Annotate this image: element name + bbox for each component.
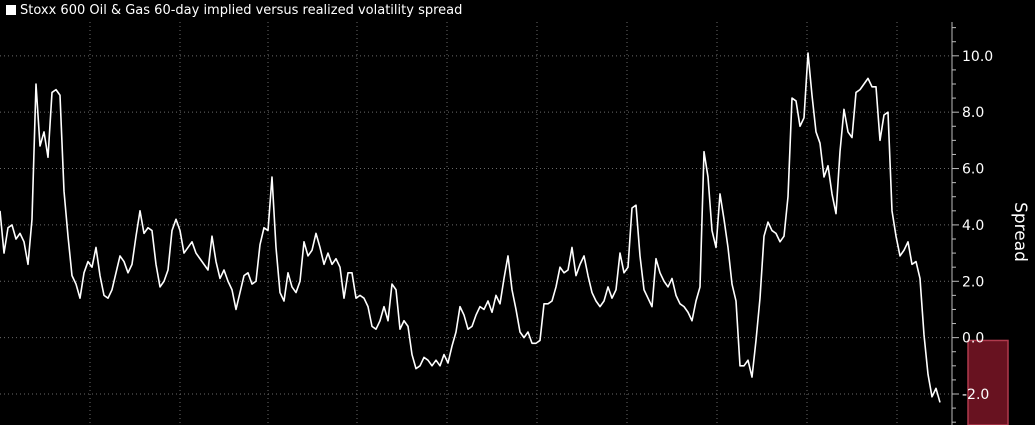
highlight-box [967, 339, 1009, 425]
y-axis-label: Spread [1010, 202, 1030, 262]
y-tick-label: 2.0 [962, 274, 984, 290]
y-tick-label: 10.0 [962, 49, 993, 65]
y-tick-label: 6.0 [962, 162, 984, 178]
series-layer [0, 52, 941, 403]
highlight-layer [967, 339, 1009, 425]
legend: Stoxx 600 Oil & Gas 60-day implied versu… [6, 1, 462, 19]
y-axis: -2.0 0.0 2.0 4.0 6.0 8.0 10.0 [951, 22, 993, 425]
legend-swatch [6, 5, 16, 15]
y-tick-label: 8.0 [962, 105, 984, 121]
legend-series-label: Stoxx 600 Oil & Gas 60-day implied versu… [20, 2, 463, 18]
y-tick-label: 0.0 [962, 331, 984, 347]
grid-lines [0, 22, 952, 425]
y-tick-label: 4.0 [962, 218, 984, 234]
y-tick-label: -2.0 [962, 387, 989, 403]
series-line [0, 52, 941, 403]
